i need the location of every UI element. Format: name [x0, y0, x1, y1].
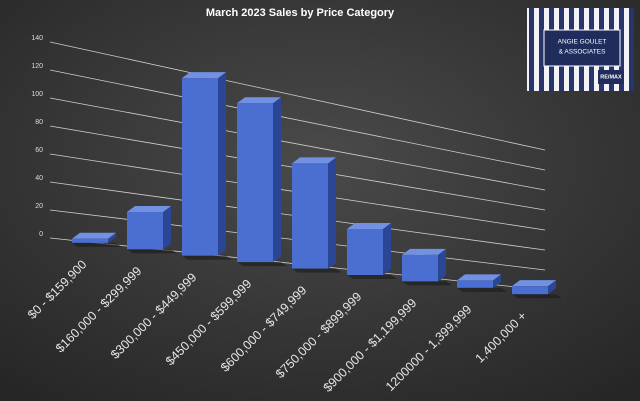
bar-top	[347, 223, 391, 229]
y-tick-label: 0	[39, 231, 43, 238]
bar-shadow	[182, 255, 232, 260]
bar	[512, 286, 548, 295]
grid-line	[49, 41, 546, 151]
y-tick-label: 80	[35, 119, 43, 126]
bar-side	[108, 232, 116, 243]
logo: ANGIE GOULET & ASSOCIATES RE/MAX	[527, 8, 634, 91]
bar-top	[457, 274, 501, 281]
bar-shadow	[457, 287, 507, 292]
bar-side	[383, 223, 391, 275]
bar-side	[493, 274, 501, 288]
y-tick-label: 20	[35, 203, 43, 210]
bar	[347, 229, 383, 275]
bar	[72, 238, 108, 243]
y-tick-label: 120	[31, 63, 43, 70]
bar	[292, 163, 328, 269]
bar-top	[402, 248, 446, 255]
bar	[237, 103, 273, 263]
bar	[457, 280, 493, 288]
logo-badge	[598, 70, 624, 84]
bar-top	[72, 232, 116, 239]
bar-top	[127, 206, 171, 212]
bar-shadow	[402, 281, 452, 286]
chart-title: March 2023 Sales by Price Category	[206, 7, 395, 19]
bar	[402, 254, 438, 282]
logo-text: ANGIE GOULET	[558, 39, 607, 46]
bar-side	[218, 72, 226, 256]
bar-side	[328, 157, 336, 269]
grid-line	[49, 97, 546, 191]
logo-panel	[543, 29, 621, 67]
bar-side	[273, 97, 281, 263]
bar-top	[182, 72, 226, 79]
bar	[127, 212, 163, 250]
bar-side	[438, 248, 446, 282]
bar-top	[292, 157, 336, 164]
bar-top	[512, 280, 556, 287]
logo-text: & ASSOCIATES	[559, 49, 607, 56]
bar-shadow	[292, 268, 342, 273]
y-tick-label: 60	[35, 147, 43, 154]
bar-shadow	[72, 242, 122, 247]
bar-side	[163, 206, 171, 250]
y-tick-label: 40	[35, 175, 43, 182]
bar	[182, 78, 218, 256]
bar-top	[237, 97, 281, 104]
y-tick-label: 100	[31, 91, 43, 98]
bar-side	[548, 280, 556, 295]
bar-shadow	[237, 262, 287, 267]
logo-brand: RE/MAX	[600, 74, 622, 80]
bar-shadow	[512, 294, 562, 299]
y-tick-label: 140	[31, 35, 43, 42]
bar-shadow	[347, 275, 397, 279]
grid-line	[49, 69, 546, 171]
bar-shadow	[127, 249, 177, 254]
